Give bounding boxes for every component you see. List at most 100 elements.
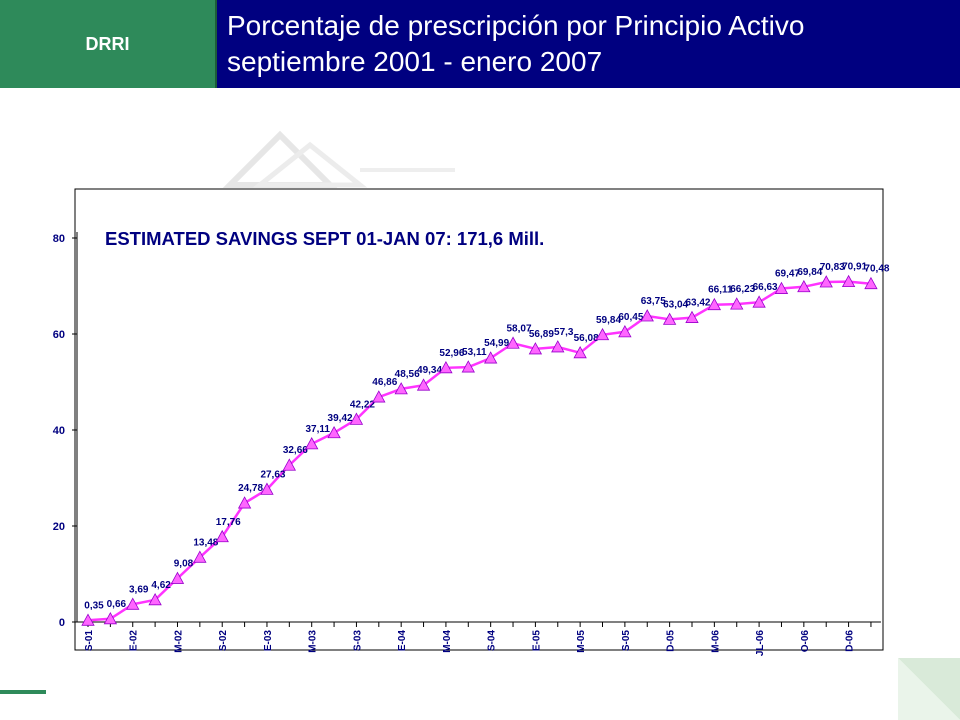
data-label: 24,78 <box>238 483 263 494</box>
x-tick-label: M-05 <box>576 630 587 653</box>
data-label: 63,04 <box>663 299 688 310</box>
x-tick-label: D-05 <box>666 630 677 652</box>
data-point-marker <box>707 297 722 311</box>
data-label: 52,96 <box>439 348 464 359</box>
data-point-marker <box>103 611 118 625</box>
data-point-marker <box>506 336 520 349</box>
data-point-marker <box>81 613 95 626</box>
logo-box: DRRI <box>0 0 217 88</box>
y-tick-label: 0 <box>59 617 65 629</box>
x-tick-label: M-02 <box>173 630 184 653</box>
data-label: 48,56 <box>395 369 420 380</box>
data-label: 37,11 <box>305 424 330 435</box>
data-label: 70,48 <box>864 264 889 275</box>
data-label: 39,42 <box>328 413 353 424</box>
x-tick-label: JL-06 <box>755 630 766 657</box>
data-point-marker <box>193 550 207 563</box>
data-label: 56,08 <box>574 333 599 344</box>
data-label: 70,91 <box>842 262 867 273</box>
title-line-1: Porcentaje de prescripción por Principio… <box>227 10 805 41</box>
data-label: 0,66 <box>107 599 127 610</box>
x-tick-label: S-01 <box>84 630 95 652</box>
data-point-marker <box>372 390 386 403</box>
data-label: 60,45 <box>618 312 643 323</box>
watermark-logo-icon <box>222 130 455 188</box>
data-point-marker <box>170 571 185 584</box>
x-tick-label: M-04 <box>442 630 453 653</box>
x-tick-label: S-02 <box>218 630 229 652</box>
data-point-marker <box>237 496 252 509</box>
data-label: 49,34 <box>417 365 442 376</box>
data-label: 59,84 <box>596 315 621 326</box>
data-point-marker <box>215 529 229 543</box>
data-point-marker <box>752 295 766 308</box>
logo-text: DRRI <box>85 33 130 54</box>
data-point-marker <box>327 425 341 439</box>
data-label: 13,48 <box>193 537 218 548</box>
data-point-marker <box>126 597 140 610</box>
data-point-marker <box>819 275 833 288</box>
x-tick-label: S-05 <box>621 630 632 652</box>
y-tick-label: 80 <box>53 233 65 245</box>
data-point-marker <box>439 360 453 374</box>
data-label: 46,86 <box>372 377 397 388</box>
x-tick-label: D-06 <box>845 630 856 652</box>
data-label: 58,07 <box>507 323 532 334</box>
x-tick-label: O-06 <box>800 630 811 653</box>
data-point-marker <box>618 325 632 338</box>
data-point-marker <box>394 382 408 395</box>
y-tick-label: 40 <box>53 425 65 437</box>
data-label: 0,35 <box>84 600 104 611</box>
data-point-marker <box>416 378 431 391</box>
data-label: 54,99 <box>484 338 509 349</box>
x-tick-label: M-03 <box>308 630 319 653</box>
data-point-marker <box>662 312 677 325</box>
corner-decoration-icon <box>898 658 960 720</box>
data-label: 70,83 <box>820 262 845 273</box>
data-point-marker <box>640 309 654 322</box>
data-label: 63,42 <box>685 298 710 309</box>
x-tick-label: M-06 <box>710 630 721 653</box>
data-point-marker <box>349 412 364 425</box>
page-title: Porcentaje de prescripción por Principio… <box>217 0 960 88</box>
data-label: 66,11 <box>708 285 733 296</box>
x-tick-label: S-04 <box>487 630 498 652</box>
data-point-marker <box>864 276 878 290</box>
data-point-marker <box>282 458 297 471</box>
x-tick-label: E-04 <box>397 630 408 652</box>
data-point-marker <box>305 437 319 450</box>
x-tick-label: E-05 <box>531 630 542 652</box>
data-label: 17,76 <box>216 517 241 528</box>
y-tick-label: 20 <box>53 521 65 533</box>
data-point-marker <box>483 351 498 364</box>
data-point-marker <box>841 274 856 288</box>
data-point-marker <box>774 281 789 294</box>
data-point-marker <box>148 592 162 606</box>
x-tick-label: E-02 <box>129 630 140 652</box>
data-point-marker <box>551 340 565 353</box>
x-tick-label: S-03 <box>352 630 363 652</box>
y-tick-label: 60 <box>53 329 65 341</box>
data-label: 69,47 <box>775 269 800 280</box>
data-label: 57,3 <box>554 327 574 338</box>
data-label: 56,89 <box>529 329 554 340</box>
x-tick-label: E-03 <box>263 630 274 652</box>
data-label: 66,63 <box>753 282 778 293</box>
data-label: 66,23 <box>730 284 755 295</box>
data-point-marker <box>573 345 587 359</box>
data-point-marker <box>528 342 543 355</box>
data-label: 32,66 <box>283 445 308 456</box>
data-label: 53,11 <box>462 347 487 358</box>
data-point-marker <box>797 279 811 293</box>
data-label: 42,22 <box>350 399 375 410</box>
chart-frame <box>74 188 884 651</box>
chart-title: ESTIMATED SAVINGS SEPT 01-JAN 07: 171,6 … <box>105 228 544 249</box>
data-point-marker <box>260 482 274 495</box>
data-point-marker <box>595 327 610 341</box>
data-point-marker <box>730 297 744 310</box>
data-point-marker <box>685 310 699 323</box>
data-label: 63,75 <box>641 296 666 307</box>
data-label: 9,08 <box>174 558 194 569</box>
data-point-marker <box>461 360 475 373</box>
